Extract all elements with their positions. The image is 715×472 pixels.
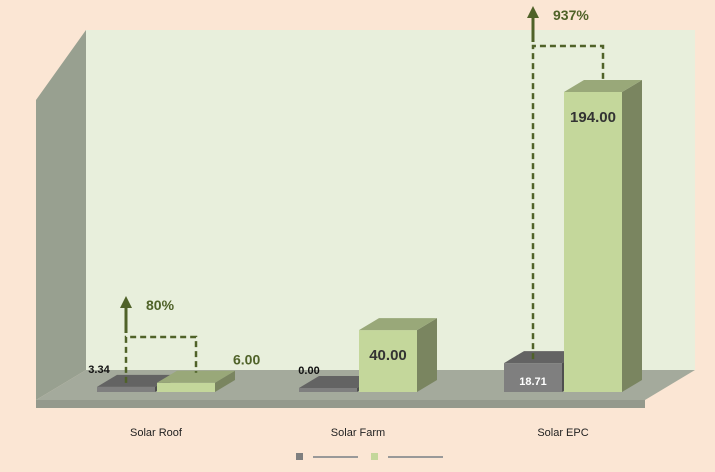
growth-annotation: 937% [527,6,605,360]
legend-swatch [371,453,378,460]
bar-top [564,80,642,92]
data-label: 194.00 [570,109,616,126]
bar-front [564,92,622,392]
legend [296,453,443,460]
dashed-bracket [531,44,605,360]
growth-label: 80% [146,297,175,313]
bar-top [97,374,175,387]
bar-front [504,363,562,392]
bar-top [299,376,377,388]
legend-swatch [296,453,303,460]
x-tick-label: Solar EPC [537,427,588,439]
data-label: 40.00 [369,347,407,364]
plot-side-wall [36,30,86,400]
bar-top [359,318,437,331]
plot-floor-edge [36,400,645,408]
data-label: 6.00 [233,352,260,368]
legend-entry-illegible [313,456,358,458]
bar-front [157,382,215,392]
data-label: 3.34 [88,364,110,376]
bar-front [359,330,417,392]
dashed-bracket [124,335,198,383]
bar-s2-1 [359,318,437,392]
growth-annotation: 80% [120,296,198,383]
legend-entry-illegible [388,456,443,458]
bar-s2-2 [564,80,642,392]
plot-back-wall [86,30,695,370]
up-arrow-icon [527,6,539,18]
x-tick-label: Solar Roof [130,427,183,439]
data-label: 18.71 [519,376,547,388]
growth-label: 937% [553,7,589,23]
bar-top [157,370,235,383]
x-tick-label: Solar Farm [331,427,385,439]
bar-side [215,370,235,392]
bar-front [299,388,357,392]
bar-front [97,386,155,392]
bar-top [504,351,582,364]
up-arrow-icon [120,296,132,308]
data-label: 0.00 [298,365,319,377]
bar-side [417,318,437,392]
bar-side [622,80,642,392]
bar-s2-0 [157,370,235,392]
